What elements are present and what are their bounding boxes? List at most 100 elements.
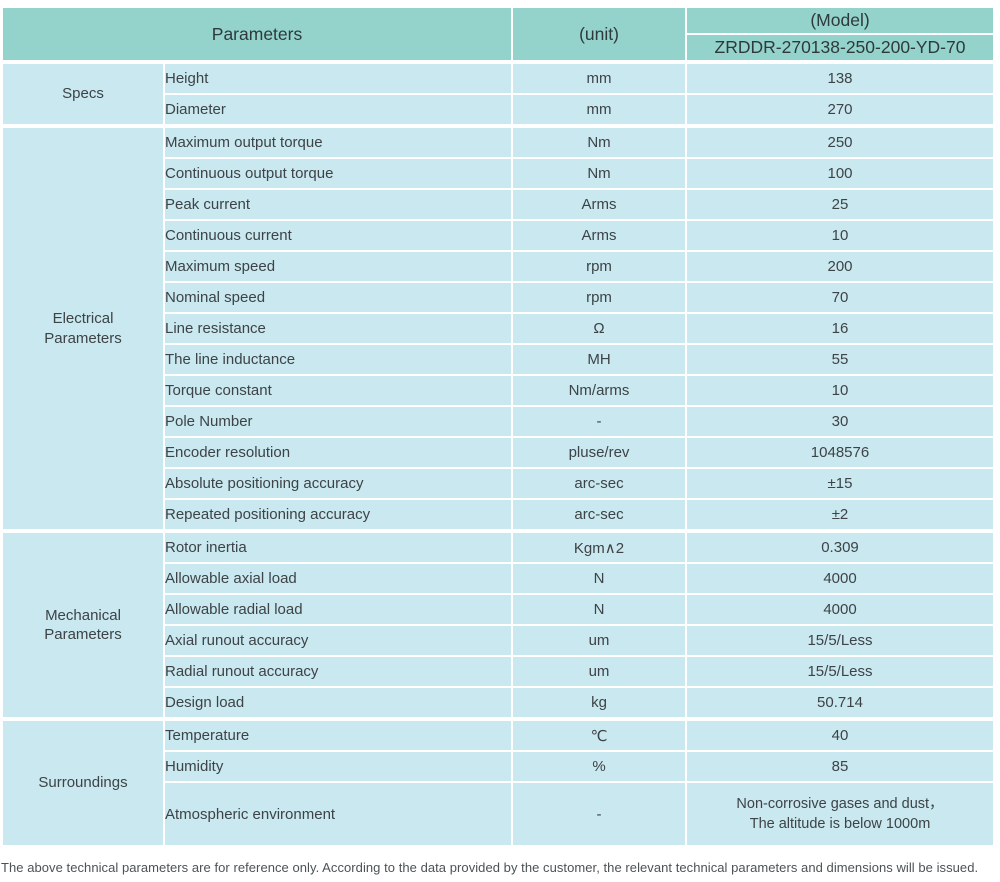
param-value: ±2 <box>687 500 993 529</box>
param-unit: - <box>513 407 685 436</box>
group-label-specs: Specs <box>3 64 163 124</box>
param-name: Maximum output torque <box>165 128 511 157</box>
param-unit: pluse/rev <box>513 438 685 467</box>
table-row: Surroundings Temperature ℃ 40 <box>3 721 993 845</box>
param-value-line1: Non-corrosive gases and dust， <box>736 795 944 812</box>
param-unit: mm <box>513 95 685 124</box>
group-label-text: Electrical Parameters <box>44 310 122 347</box>
table-row: Axial runout accuracy um 15/5/Less <box>3 626 993 655</box>
param-name: Diameter <box>165 95 511 124</box>
param-value: 15/5/Less <box>687 657 993 686</box>
param-unit: N <box>513 564 685 593</box>
param-value-line2: The altitude is below 1000m <box>749 816 931 832</box>
group-electrical: Electrical Parameters Maximum output tor… <box>1 126 995 531</box>
param-unit: Ω <box>513 314 685 343</box>
param-unit: arc-sec <box>513 469 685 498</box>
param-name: Temperature <box>165 721 511 750</box>
param-name: Encoder resolution <box>165 438 511 467</box>
param-unit: Nm <box>513 159 685 188</box>
table-row: Line resistance Ω 16 <box>3 314 993 343</box>
table-row: Radial runout accuracy um 15/5/Less <box>3 657 993 686</box>
param-value: 55 <box>687 345 993 374</box>
param-value: 16 <box>687 314 993 343</box>
table-row: Encoder resolution pluse/rev 1048576 <box>3 438 993 467</box>
param-name: Allowable axial load <box>165 564 511 593</box>
param-unit: um <box>513 657 685 686</box>
param-value: 50.714 <box>687 688 993 717</box>
param-value: 4000 <box>687 564 993 593</box>
table-row: Electrical Parameters Maximum output tor… <box>3 128 993 529</box>
group-surroundings: Surroundings Temperature ℃ 40 Humidity %… <box>1 719 995 847</box>
param-unit: MH <box>513 345 685 374</box>
param-name: Torque constant <box>165 376 511 405</box>
param-name: Rotor inertia <box>165 533 511 562</box>
param-name: Line resistance <box>165 314 511 343</box>
table-row: Humidity % 85 <box>3 752 993 781</box>
param-name: Peak current <box>165 190 511 219</box>
group-label-text: Surroundings <box>38 774 128 792</box>
parameters-column-header: Parameters <box>3 8 512 60</box>
table-row: Torque constant Nm/arms 10 <box>3 376 993 405</box>
param-name: Maximum speed <box>165 252 511 281</box>
param-value: 138 <box>687 64 993 93</box>
group-specs: Specs Height mm 138 Diameter mm 270 <box>1 62 995 126</box>
param-name: Continuous current <box>165 221 511 250</box>
param-name: Pole Number <box>165 407 511 436</box>
param-unit: mm <box>513 64 685 93</box>
table-row: Absolute positioning accuracy arc-sec ±1… <box>3 469 993 498</box>
model-number: ZRDDR-270138-250-200-YD-70 <box>687 35 994 60</box>
param-unit: ℃ <box>513 721 685 750</box>
param-name: Absolute positioning accuracy <box>165 469 511 498</box>
param-unit: Nm/arms <box>513 376 685 405</box>
table-row: Diameter mm 270 <box>3 95 993 124</box>
group-label-mechanical: Mechanical Parameters <box>3 533 163 717</box>
param-value: 40 <box>687 721 993 750</box>
spec-table-header: Parameters (unit) (Model) ZRDDR-270138-2… <box>1 6 995 62</box>
table-row: Design load kg 50.714 <box>3 688 993 717</box>
param-unit: rpm <box>513 283 685 312</box>
param-unit: N <box>513 595 685 624</box>
param-unit: - <box>513 783 685 845</box>
param-value: 250 <box>687 128 993 157</box>
param-unit: Arms <box>513 190 685 219</box>
param-unit: kg <box>513 688 685 717</box>
param-value: 85 <box>687 752 993 781</box>
param-value: ±15 <box>687 469 993 498</box>
param-value: Non-corrosive gases and dust， The altitu… <box>687 783 993 845</box>
param-unit: arc-sec <box>513 500 685 529</box>
group-label-text: Specs <box>62 85 104 103</box>
table-row: Pole Number - 30 <box>3 407 993 436</box>
param-value: 1048576 <box>687 438 993 467</box>
table-row: Allowable axial load N 4000 <box>3 564 993 593</box>
param-name: Design load <box>165 688 511 717</box>
table-row: Mechanical Parameters Rotor inertia Kgm∧… <box>3 533 993 717</box>
param-value: 270 <box>687 95 993 124</box>
param-value: 200 <box>687 252 993 281</box>
group-label-text: Mechanical Parameters <box>44 606 122 644</box>
group-mechanical: Mechanical Parameters Rotor inertia Kgm∧… <box>1 531 995 719</box>
table-row: The line inductance MH 55 <box>3 345 993 374</box>
model-column-header: (Model) <box>687 8 994 33</box>
param-unit: rpm <box>513 252 685 281</box>
param-value: 10 <box>687 221 993 250</box>
param-value: 100 <box>687 159 993 188</box>
param-name: Humidity <box>165 752 511 781</box>
param-unit: Kgm∧2 <box>513 533 685 562</box>
param-name: Nominal speed <box>165 283 511 312</box>
param-value: 10 <box>687 376 993 405</box>
table-row: Peak current Arms 25 <box>3 190 993 219</box>
table-row: Allowable radial load N 4000 <box>3 595 993 624</box>
table-row: Continuous output torque Nm 100 <box>3 159 993 188</box>
param-unit: Arms <box>513 221 685 250</box>
param-name: The line inductance <box>165 345 511 374</box>
table-row: Specs Height mm 138 <box>3 64 993 124</box>
param-unit: % <box>513 752 685 781</box>
param-unit: Nm <box>513 128 685 157</box>
param-name: Continuous output torque <box>165 159 511 188</box>
param-name: Radial runout accuracy <box>165 657 511 686</box>
param-unit: um <box>513 626 685 655</box>
table-row: Maximum speed rpm 200 <box>3 252 993 281</box>
footer-note: The above technical parameters are for r… <box>1 860 979 875</box>
group-label-surroundings: Surroundings <box>3 721 163 845</box>
